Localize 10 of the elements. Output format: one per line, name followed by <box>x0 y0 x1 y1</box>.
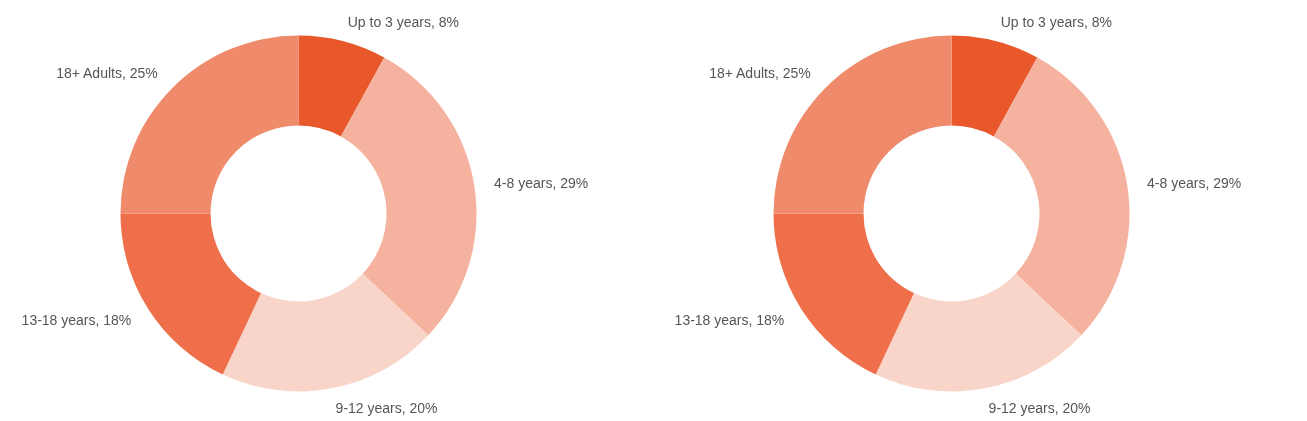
slice-label: 18+ Adults, 25% <box>56 65 158 82</box>
slice-label: Up to 3 years, 8% <box>347 13 460 30</box>
slice-label: 13-18 years, 18% <box>21 311 132 328</box>
slice-label: 9-12 years, 20% <box>335 399 438 416</box>
slice-label: 13-18 years, 18% <box>674 311 785 328</box>
slice-label: 4-8 years, 29% <box>1147 174 1242 191</box>
slice-label: Up to 3 years, 8% <box>1000 13 1113 30</box>
slice-label: 9-12 years, 20% <box>988 399 1091 416</box>
slice-label: 18+ Adults, 25% <box>709 65 811 82</box>
slice-label: 4-8 years, 29% <box>494 174 589 191</box>
